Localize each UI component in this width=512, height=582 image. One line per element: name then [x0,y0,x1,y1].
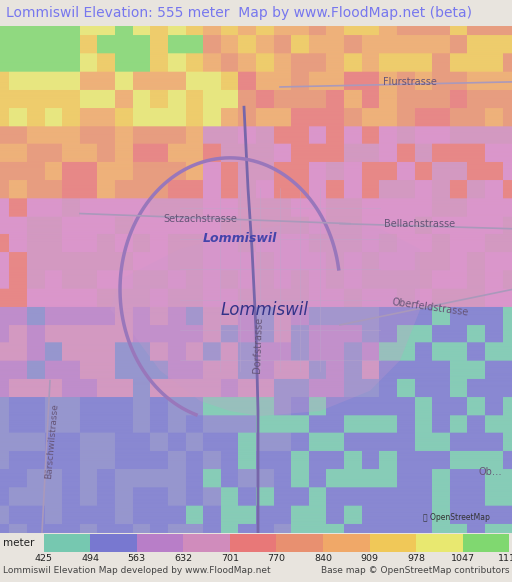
Text: Lommiswil Elevation Map developed by www.FloodMap.net: Lommiswil Elevation Map developed by www… [3,566,270,574]
FancyBboxPatch shape [416,534,463,552]
Text: 1116: 1116 [498,554,512,563]
FancyBboxPatch shape [323,534,370,552]
Text: 978: 978 [407,554,425,563]
Text: 425: 425 [34,554,53,563]
Text: 494: 494 [81,554,99,563]
Text: 🔍 OpenStreetMap: 🔍 OpenStreetMap [423,513,490,523]
FancyBboxPatch shape [44,534,90,552]
Text: 701: 701 [221,554,239,563]
Text: Lommiswil Elevation: 555 meter  Map by www.FloodMap.net (beta): Lommiswil Elevation: 555 meter Map by ww… [6,6,472,20]
Text: Bärschwilstrasse: Bärschwilstrasse [44,403,60,480]
FancyBboxPatch shape [276,534,323,552]
FancyBboxPatch shape [230,534,276,552]
Text: Setzachstrasse: Setzachstrasse [163,214,237,223]
Text: Flurstrasse: Flurstrasse [383,77,437,87]
FancyBboxPatch shape [183,534,230,552]
FancyBboxPatch shape [463,534,509,552]
Text: meter: meter [3,538,34,548]
FancyBboxPatch shape [370,534,416,552]
Text: 1047: 1047 [451,554,475,563]
Text: Lommiswil: Lommiswil [203,232,277,246]
Text: 770: 770 [267,554,286,563]
Text: Base map © OpenStreetMap contributors: Base map © OpenStreetMap contributors [321,566,509,574]
Text: Bellachstrasse: Bellachstrasse [385,219,456,229]
FancyBboxPatch shape [137,534,183,552]
Text: Ob…: Ob… [478,467,502,477]
Text: 840: 840 [314,554,332,563]
Text: Oberfeldstrasse: Oberfeldstrasse [391,297,469,318]
Polygon shape [110,219,420,416]
Text: Lommiswil: Lommiswil [221,301,309,319]
Text: 632: 632 [174,554,193,563]
Text: Dorfstrasse: Dorfstrasse [252,317,264,374]
FancyBboxPatch shape [90,534,137,552]
Text: 909: 909 [360,554,379,563]
Text: 563: 563 [127,554,146,563]
